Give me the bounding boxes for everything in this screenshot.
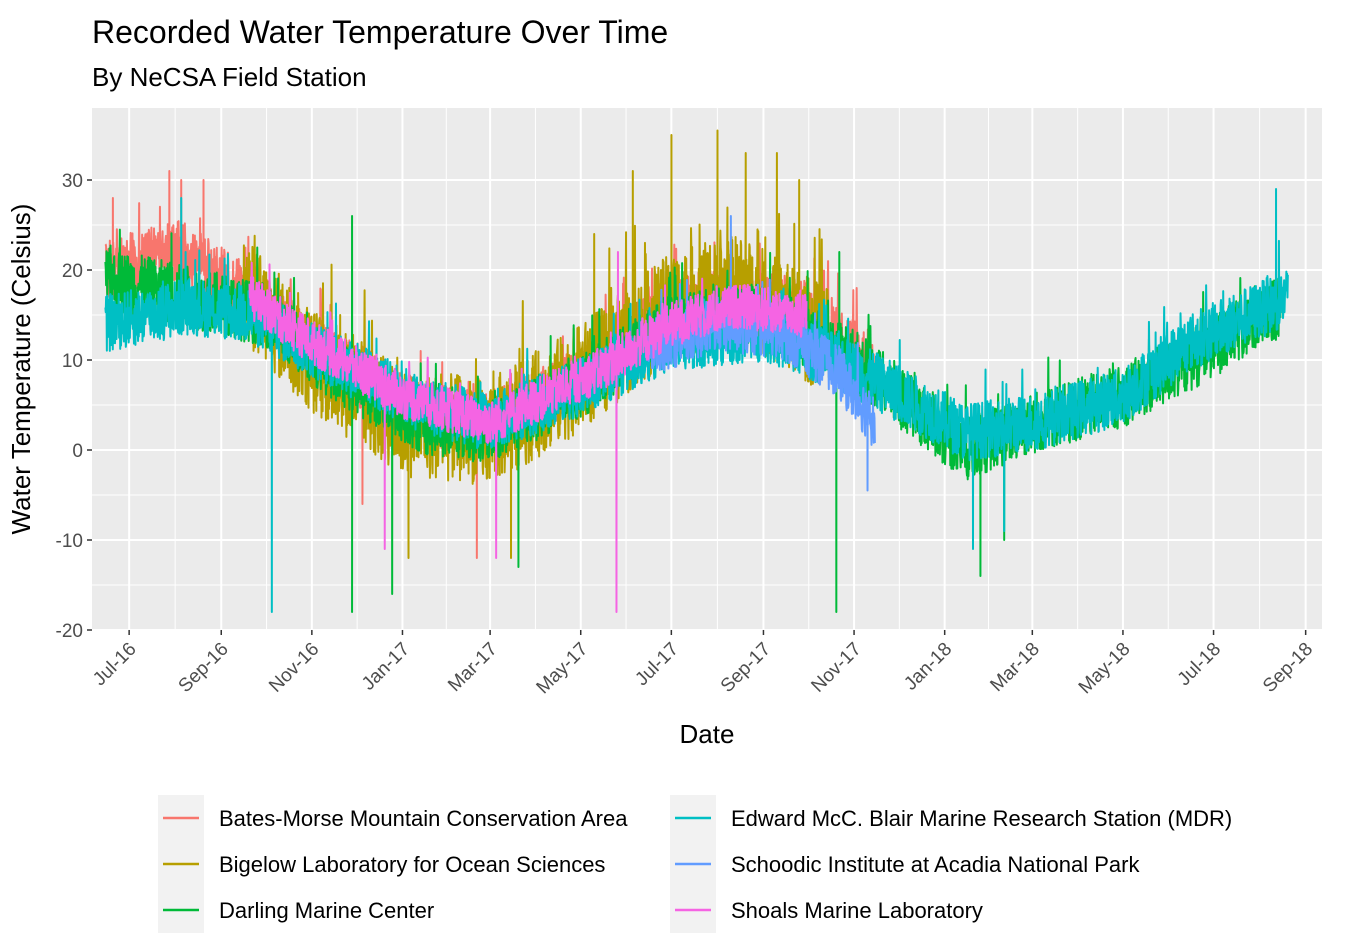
legend-item-4: Edward McC. Blair Marine Research Statio… [670,795,1232,841]
y-tick-label: 10 [62,351,83,372]
series-line-6 [248,251,808,613]
legend-item-6: Shoals Marine Laboratory [670,887,983,933]
legend-label: Bigelow Laboratory for Ocean Sciences [219,852,605,877]
legend-label: Edward McC. Blair Marine Research Statio… [731,806,1232,831]
x-tick-label: Jan-17 [358,639,414,695]
x-tick-label: Nov-17 [807,639,865,697]
x-tick-label: Jul-17 [631,639,682,690]
x-tick-label: Jul-16 [89,639,140,690]
chart-subtitle: By NeCSA Field Station [92,62,367,92]
legend: Bates-Morse Mountain Conservation Area Bi… [158,795,1232,933]
y-axis: -20 -10 0 10 20 30 [56,171,92,642]
x-axis: Jul-16 Sep-16 Nov-16 Jan-17 Mar-17 May-17 Jul-… [89,630,1317,698]
chart-title: Recorded Water Temperature Over Time [92,14,668,50]
x-tick-label: May-17 [533,639,593,699]
legend-label: Schoodic Institute at Acadia National Pa… [731,852,1140,877]
legend-item-3: Darling Marine Center [158,887,434,933]
x-tick-label: Nov-16 [265,639,323,697]
y-tick-label: -20 [56,621,83,642]
series-line-5 [646,215,876,492]
y-axis-title: Water Temperature (Celsius) [6,204,36,535]
x-tick-label: Sep-17 [717,639,775,697]
legend-item-1: Bates-Morse Mountain Conservation Area [158,795,628,841]
legend-label: Bates-Morse Mountain Conservation Area [219,806,628,831]
x-tick-label: Mar-18 [986,639,1043,696]
x-tick-label: Jul-18 [1174,639,1225,690]
y-tick-label: 20 [62,261,83,282]
y-tick-label: -10 [56,531,83,552]
series-layer [104,129,1289,613]
x-tick-label: Jan-18 [900,639,956,695]
x-tick-label: Sep-18 [1259,639,1317,697]
x-axis-title: Date [680,719,735,749]
x-tick-label: May-18 [1075,639,1135,699]
legend-item-2: Bigelow Laboratory for Ocean Sciences [158,841,605,887]
y-tick-label: 0 [72,441,83,462]
legend-label: Shoals Marine Laboratory [731,898,983,923]
legend-label: Darling Marine Center [219,898,434,923]
x-tick-label: Mar-17 [444,639,501,696]
y-tick-label: 30 [62,171,83,192]
legend-item-5: Schoodic Institute at Acadia National Pa… [670,841,1140,887]
x-tick-label: Sep-16 [175,639,233,697]
